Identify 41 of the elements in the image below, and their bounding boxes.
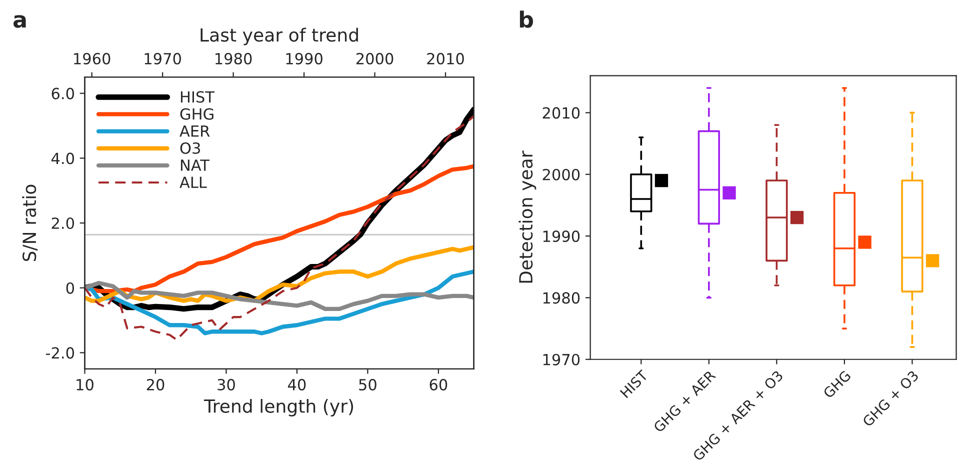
y-tick-label: 2010 — [542, 107, 580, 119]
y-tick-label: 0 — [66, 282, 74, 294]
x2-tick-label: 1970 — [144, 52, 181, 64]
line-series — [84, 280, 474, 312]
y-tick-label: 1980 — [543, 292, 580, 304]
legend-label: O3 — [180, 142, 200, 154]
point — [654, 174, 668, 188]
x2-tick-label: 1990 — [286, 52, 322, 64]
x-tick-label: 60 — [430, 378, 448, 390]
line-series — [84, 270, 474, 336]
point — [790, 210, 804, 224]
text: a — [13, 15, 26, 28]
legend-label: AER — [180, 125, 210, 137]
x-tick-label: 10 — [76, 378, 94, 390]
y-axis-title: S/N ratio — [22, 184, 38, 262]
y-tick-label: 4.0 — [51, 152, 74, 164]
y-tick-label: 2000 — [542, 168, 580, 180]
x-tick-label: 40 — [288, 378, 306, 390]
x-axis-title: Trend length (yr) — [204, 398, 354, 416]
y-axis-title: Detection year — [518, 150, 536, 283]
x2-tick-label: 1980 — [216, 52, 252, 64]
x2-tick-label: 2000 — [356, 52, 394, 64]
x2-tick-label: 2010 — [427, 52, 464, 64]
legend-label: GHG — [180, 108, 214, 120]
legend-label: NAT — [180, 160, 210, 171]
x-tick-label: 30 — [218, 378, 235, 390]
text: b — [520, 10, 534, 28]
y-tick-label: 6.0 — [52, 88, 74, 100]
point — [926, 254, 940, 268]
x-tick-label: 20 — [146, 378, 164, 390]
x2-tick-label: 1960 — [74, 52, 110, 64]
point — [722, 186, 736, 200]
legend-label: ALL — [180, 176, 207, 188]
y-tick-label: -2.0 — [46, 347, 74, 359]
x2-axis-title: Last year of trend — [200, 28, 358, 46]
legend-label: HIST — [180, 91, 215, 103]
y-tick-label: 1970 — [543, 354, 580, 366]
x-tick-label: 50 — [359, 378, 376, 390]
y-tick-label: 1990 — [543, 230, 580, 242]
point — [858, 236, 872, 249]
y-tick-label: 2.0 — [52, 217, 74, 230]
